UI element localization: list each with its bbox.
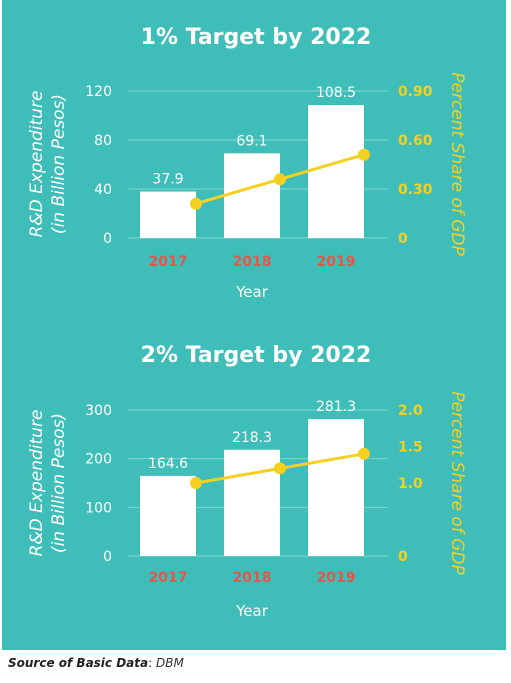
- left-axis-label: R&D Expenditure (in Billion Pesos): [27, 91, 69, 238]
- right-tick-label: 0.30: [398, 182, 433, 198]
- x-axis-label: Year: [235, 602, 269, 620]
- year-label: 2018: [233, 254, 272, 270]
- source-separator: :: [148, 656, 156, 670]
- gdp-share-point: [274, 462, 286, 475]
- right-tick-label: 1.5: [398, 440, 423, 456]
- year-label: 2019: [317, 570, 356, 586]
- left-tick-label: 80: [94, 133, 112, 149]
- right-tick-label: 1.0: [398, 476, 423, 492]
- bar-value-label: 37.9: [152, 172, 183, 188]
- left-tick-label: 200: [85, 452, 112, 468]
- right-axis-label: Percent Share of GDP: [447, 72, 467, 256]
- left-tick-label: 300: [85, 403, 112, 419]
- right-tick-label: 0: [398, 549, 408, 565]
- right-tick-label: 0.60: [398, 133, 433, 149]
- left-tick-label: 120: [85, 84, 112, 100]
- bar-value-label: 281.3: [316, 399, 356, 415]
- gdp-share-point: [190, 197, 202, 210]
- left-tick-label: 0: [103, 549, 112, 565]
- left-tick-label: 0: [103, 231, 112, 247]
- right-tick-label: 2.0: [398, 403, 423, 419]
- bar: [224, 153, 280, 238]
- year-label: 2018: [233, 570, 272, 586]
- bar: [224, 449, 280, 556]
- left-axis-label: R&D Expenditure (in Billion Pesos): [27, 410, 69, 557]
- bar: [140, 475, 196, 556]
- left-axis-label-line: (in Billion Pesos): [49, 94, 69, 234]
- gdp-share-point: [358, 447, 370, 460]
- year-label: 2017: [149, 254, 188, 270]
- left-tick-label: 40: [94, 182, 112, 198]
- chart-1: 1% Target by 2022 0 40 80 120 0 0.30 0.60 0.90 37…: [27, 25, 467, 301]
- bar-value-label: 69.1: [236, 133, 267, 149]
- source-value: DBM: [155, 656, 184, 670]
- bar: [308, 105, 364, 239]
- chart-title: 2% Target by 2022: [141, 343, 372, 368]
- year-label: 2017: [149, 570, 188, 586]
- chart-title: 1% Target by 2022: [141, 25, 372, 50]
- bar: [308, 419, 364, 556]
- bar: [140, 191, 196, 238]
- source-note: Source of Basic Data: DBM: [8, 656, 184, 670]
- chart-canvas: 1% Target by 2022 0 40 80 120 0 0.30 0.60 0.90 37…: [27, 25, 467, 620]
- gdp-share-point: [274, 173, 286, 186]
- bar-value-label: 164.6: [148, 456, 188, 472]
- bar-value-label: 218.3: [232, 430, 272, 446]
- year-label: 2019: [317, 254, 356, 270]
- chart-2: 2% Target by 2022 0 100 200 300 0 1.0 1.5 2.0 164…: [27, 343, 467, 620]
- bar-value-label: 108.5: [316, 85, 356, 101]
- gdp-share-point: [358, 148, 370, 161]
- right-tick-label: 0: [398, 231, 408, 247]
- x-axis-label: Year: [235, 283, 269, 301]
- left-axis-label-line: (in Billion Pesos): [49, 413, 69, 553]
- left-tick-label: 100: [85, 500, 112, 516]
- right-axis-label: Percent Share of GDP: [447, 391, 467, 575]
- gdp-share-point: [190, 477, 202, 489]
- left-axis-label-line: R&D Expenditure: [27, 91, 47, 238]
- right-tick-label: 0.90: [398, 84, 433, 100]
- source-label: Source of Basic Data: [8, 656, 149, 670]
- left-axis-label-line: R&D Expenditure: [27, 410, 47, 557]
